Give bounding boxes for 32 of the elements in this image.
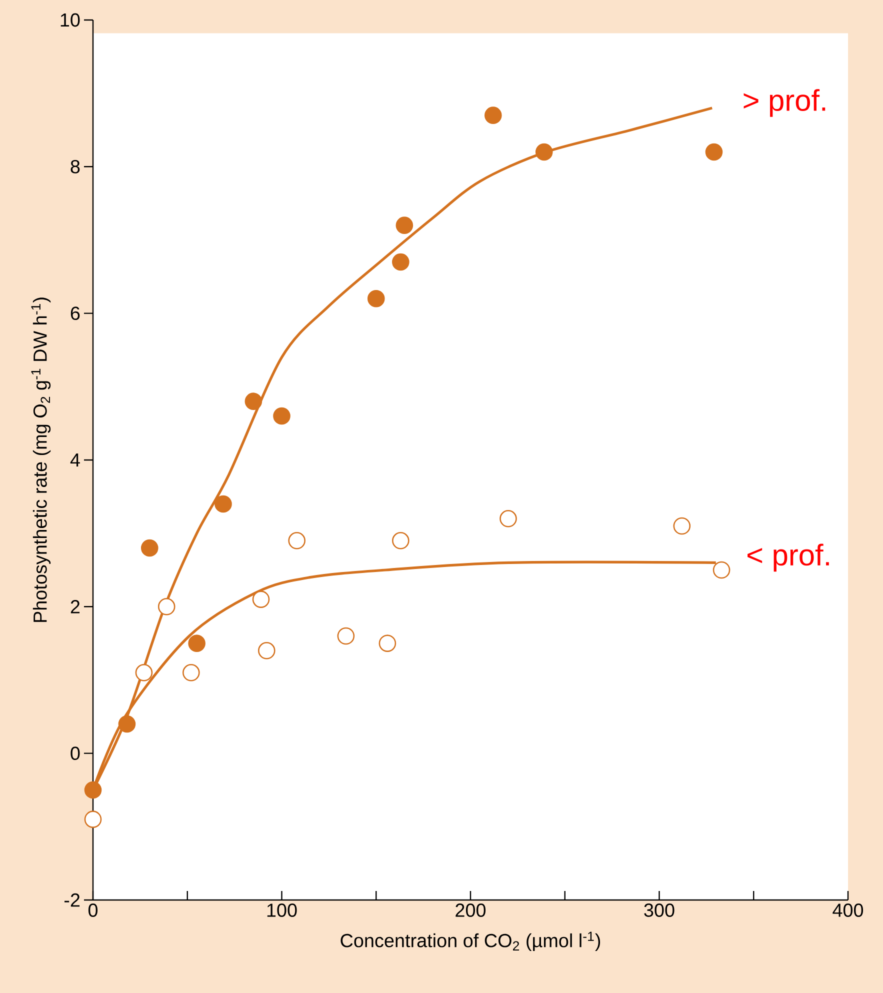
x-tick-label: 0 bbox=[88, 904, 98, 917]
y-axis-title: Photosynthetic rate (mg O$_{2}$ g$^{-1}$ DW h$^{-1}$) bbox=[31, 298, 51, 622]
point bbox=[140, 539, 158, 557]
point bbox=[396, 216, 414, 234]
point bbox=[158, 598, 176, 616]
point bbox=[367, 290, 385, 308]
x-axis-title: Concentration of CO$_{2}$ (µmol l$^{-1}$) bbox=[340, 932, 600, 952]
point bbox=[392, 253, 410, 271]
point bbox=[135, 664, 153, 682]
point bbox=[214, 495, 232, 513]
point bbox=[244, 392, 262, 410]
point bbox=[535, 143, 553, 161]
y-tick-label: 2 bbox=[70, 600, 80, 614]
y-tick-label: 0 bbox=[70, 746, 80, 760]
point bbox=[118, 715, 136, 733]
point bbox=[188, 634, 206, 652]
series-label: > prof. bbox=[744, 89, 826, 117]
series-label: < prof. bbox=[748, 544, 829, 572]
y-tick-label: -2 bbox=[64, 893, 80, 907]
x-tick-label: 100 bbox=[267, 904, 297, 917]
y-tick-label: 10 bbox=[60, 13, 80, 27]
x-tick-label: 300 bbox=[644, 904, 674, 917]
point bbox=[84, 781, 102, 799]
point bbox=[705, 143, 723, 161]
point bbox=[273, 407, 290, 425]
y-tick-label: 4 bbox=[70, 453, 80, 467]
point bbox=[484, 106, 502, 124]
point bbox=[84, 810, 102, 828]
y-tick-label: 8 bbox=[70, 160, 80, 174]
x-tick-label: 400 bbox=[832, 904, 864, 917]
y-tick-label: 6 bbox=[70, 306, 80, 320]
x-tick-label: 200 bbox=[456, 904, 486, 917]
